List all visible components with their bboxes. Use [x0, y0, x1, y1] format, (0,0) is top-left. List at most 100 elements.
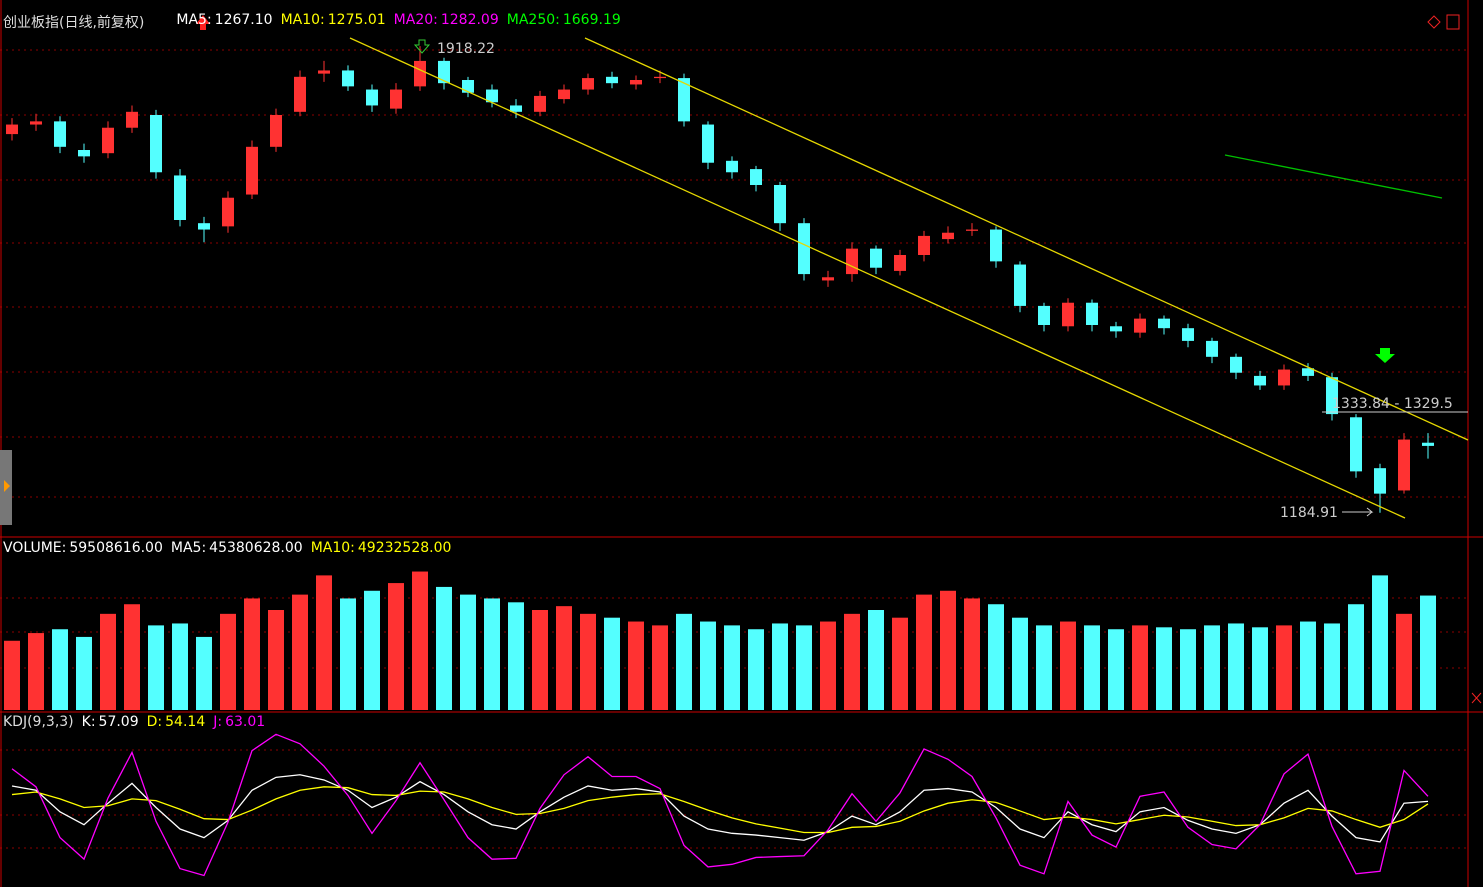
- candle-body: [1302, 368, 1314, 376]
- candle-body: [894, 255, 906, 271]
- legend-item: MA10: 49232528.00: [311, 540, 452, 556]
- marks: [4, 46, 1436, 877]
- low-annotation: 1184.91: [1280, 505, 1338, 521]
- volume-bar: [1324, 623, 1340, 710]
- candle-body: [438, 60, 450, 84]
- signal-arrow: [1375, 348, 1395, 363]
- candle-body: [270, 115, 282, 147]
- candle-body: [1422, 442, 1434, 446]
- channel-line: [349, 37, 1406, 519]
- volume-bar: [868, 610, 884, 710]
- candle-body: [918, 235, 930, 255]
- candle-body: [1110, 326, 1122, 332]
- legend-name: MA20:: [393, 12, 438, 28]
- indicator-line: [11, 786, 1429, 834]
- candle-body: [462, 80, 474, 93]
- candle-body: [1326, 377, 1338, 415]
- candle-body: [990, 229, 1002, 262]
- candle-body: [630, 80, 642, 85]
- candle-body: [534, 95, 546, 112]
- legend-item: MA5: 1267.10: [176, 12, 272, 32]
- candle-body: [126, 111, 138, 128]
- volume-bar: [964, 598, 980, 710]
- legend-name: D:: [146, 714, 163, 730]
- volume-bar: [820, 621, 836, 710]
- candle-body: [6, 124, 18, 135]
- candle-body: [102, 127, 114, 154]
- volume-bar: [196, 636, 212, 710]
- legend-name: MA250:: [506, 12, 560, 28]
- volume-bar: [148, 625, 164, 710]
- pointer-arrow: [1342, 507, 1374, 517]
- price-legend: 创业板指(日线,前复权) MA5: 1267.10 MA10: 1275.01 MA20…: [3, 12, 621, 32]
- trend-line: [1224, 154, 1443, 199]
- side-tab-arrow: [4, 480, 10, 492]
- volume-bar: [916, 594, 932, 710]
- candle-body: [702, 124, 714, 163]
- candle-body: [198, 223, 210, 230]
- volume-bar: [460, 594, 476, 710]
- candle-body: [1278, 369, 1290, 386]
- volume-legend: VOLUME: 59508616.00 MA5: 45380628.00 MA10: 49…: [3, 540, 451, 556]
- legend-value: 1282.09: [440, 12, 499, 28]
- legend-value: 57.09: [98, 714, 139, 730]
- volume-bar: [1084, 625, 1100, 710]
- volume-bar: [1348, 604, 1364, 710]
- volume-bar: [700, 621, 716, 710]
- volume-bar: [772, 623, 788, 710]
- volume-bar: [1300, 621, 1316, 710]
- volume-bar: [1132, 625, 1148, 710]
- candle-body: [1182, 328, 1194, 341]
- legend-name: K:: [81, 714, 96, 730]
- indicator-title: KDJ(9,3,3): [3, 714, 74, 730]
- candle-body: [1062, 302, 1074, 327]
- icon-close[interactable]: [1471, 692, 1482, 704]
- high-annotation: 1918.22: [437, 41, 495, 57]
- volume-bar: [52, 629, 68, 710]
- legend-value: 1267.10: [214, 12, 273, 28]
- volume-bar: [1180, 629, 1196, 710]
- legend-value: 59508616.00: [69, 540, 163, 556]
- candle-body: [966, 229, 978, 231]
- volume-bar: [1060, 621, 1076, 710]
- candle-body: [78, 150, 90, 157]
- volume-bar: [892, 617, 908, 710]
- icon-diamond[interactable]: [1427, 15, 1441, 29]
- volume-bar: [1036, 625, 1052, 710]
- volume-bar: [436, 586, 452, 710]
- volume-bar: [724, 625, 740, 710]
- volume-bar: [100, 613, 116, 710]
- candle-body: [294, 76, 306, 112]
- volume-bar: [124, 604, 140, 710]
- volume-bar: [532, 610, 548, 710]
- signal-arrow: [413, 39, 431, 54]
- icon-window[interactable]: [1446, 14, 1460, 30]
- volume-bar: [628, 621, 644, 710]
- legend-name: MA10:: [310, 540, 355, 556]
- candle-body: [1350, 417, 1362, 472]
- candle-body: [1014, 264, 1026, 306]
- volume-bar: [340, 598, 356, 710]
- legend-item: MA5: 45380628.00: [171, 540, 303, 556]
- volume-bar: [364, 590, 380, 710]
- volume-bar: [412, 571, 428, 710]
- legend-item: MA20: 1282.09: [394, 12, 499, 32]
- candle-body: [1374, 468, 1386, 494]
- candle-body: [774, 185, 786, 224]
- candle-body: [150, 115, 162, 173]
- legend-value: 1669.19: [562, 12, 621, 28]
- chart-title: 创业板指(日线,前复权): [3, 15, 145, 31]
- volume-bar: [508, 602, 524, 710]
- range-annotation: 1333.84 - 1329.5: [1332, 396, 1453, 412]
- volume-bar: [676, 613, 692, 710]
- volume-bar: [244, 598, 260, 710]
- candle-body: [342, 70, 354, 87]
- candle-body: [1206, 340, 1218, 357]
- volume-bar: [988, 604, 1004, 710]
- legend-item: MA250: 1669.19: [507, 12, 621, 32]
- candle-body: [1134, 318, 1146, 333]
- legend-value: 49232528.00: [357, 540, 452, 556]
- volume-bar: [1276, 625, 1292, 710]
- legend-name: MA5:: [170, 540, 207, 556]
